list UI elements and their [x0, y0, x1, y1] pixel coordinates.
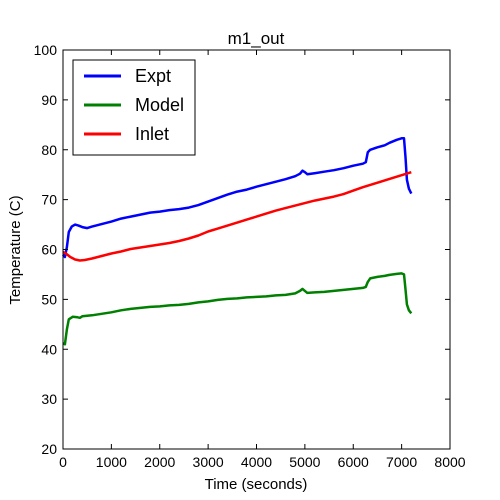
x-tick-label: 0 [59, 454, 67, 470]
y-axis-title: Temperature (C) [7, 195, 24, 304]
series-line-model [62, 272, 413, 346]
y-tick-label: 50 [41, 291, 57, 307]
y-tick-label: 100 [34, 42, 58, 58]
x-tick-label: 5000 [289, 454, 320, 470]
plot-area [62, 137, 413, 346]
x-axis-title: Time (seconds) [205, 476, 308, 493]
series-line-inlet [62, 171, 412, 262]
y-tick-label: 60 [41, 242, 57, 258]
y-tick-label: 80 [41, 142, 57, 158]
x-tick-label: 2000 [144, 454, 175, 470]
x-tick-label: 1000 [96, 454, 127, 470]
legend: Expt Model Inlet [72, 59, 196, 156]
x-tick-label: 8000 [434, 454, 465, 470]
y-tick-label: 20 [41, 441, 57, 457]
legend-label-expt: Expt [135, 66, 171, 86]
y-tick-label: 40 [41, 341, 57, 357]
y-tick-label: 90 [41, 92, 57, 108]
y-tick-label: 70 [41, 192, 57, 208]
plot-frame [62, 49, 451, 450]
legend-label-model: Model [135, 95, 184, 115]
series-line-expt [62, 137, 413, 259]
x-axis-ticks: 0 1000 2000 3000 4000 5000 6000 7000 8000 [59, 50, 466, 470]
y-tick-label: 30 [41, 391, 57, 407]
x-tick-label: 4000 [241, 454, 272, 470]
x-tick-label: 3000 [193, 454, 224, 470]
x-tick-label: 6000 [338, 454, 369, 470]
legend-label-inlet: Inlet [135, 124, 169, 144]
x-tick-label: 7000 [386, 454, 417, 470]
chart-title: m1_out [228, 29, 285, 48]
